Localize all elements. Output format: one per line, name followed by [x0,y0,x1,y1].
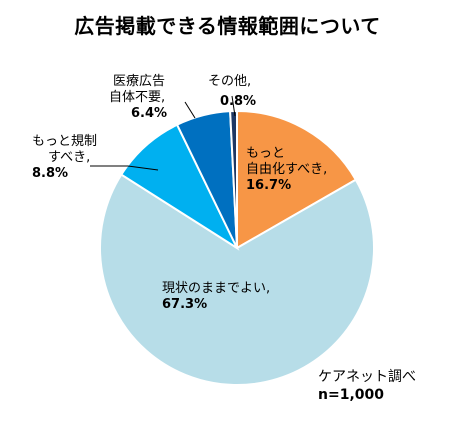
slice-label-text: すべき, [48,150,91,165]
slice-label-status-quo: 現状のままでよい, 67.3% [162,281,270,313]
slice-status-quo [99,173,375,386]
slice-label-text: もっと規制 [32,134,98,149]
chart-title: 広告掲載できる情報範囲について [74,14,381,38]
slice-label-text: 現状のままでよい, [162,281,271,296]
slice-other [229,109,238,249]
source-text: ケアネット調べ [318,369,416,385]
slice-label-text: 医療広告 [113,74,166,89]
leader-line-regulate [90,165,159,171]
slice-liberalize [236,109,358,250]
leader-line-unnecessary [184,101,196,119]
pie-slices [99,109,375,386]
slice-label-text: 自体不要, [109,90,166,105]
slice-value: 8.8% [32,166,69,181]
leader-line-other [231,95,236,117]
slice-label-regulate: もっと規制 すべき, 8.8% [32,134,97,182]
slice-label-liberalize: もっと 自由化すべき, 16.7% [246,146,327,194]
slice-value: 6.4% [131,106,168,121]
slice-label-text: その他, [208,74,252,89]
slice-value: 16.7% [246,178,292,193]
leader-lines [90,95,236,171]
slice-label-unnecessary: 医療広告 自体不要, 6.4% [109,74,167,122]
slice-label-text: 自由化すべき, [246,162,328,177]
slice-label-text: もっと [246,146,286,161]
sample-size: n=1,000 [318,387,384,403]
slice-value: 67.3% [162,297,208,312]
slice-label-other: その他, 0.8% [208,74,256,110]
source-note: ケアネット調べ n=1,000 [318,368,416,404]
slice-value: 0.8% [220,94,257,109]
